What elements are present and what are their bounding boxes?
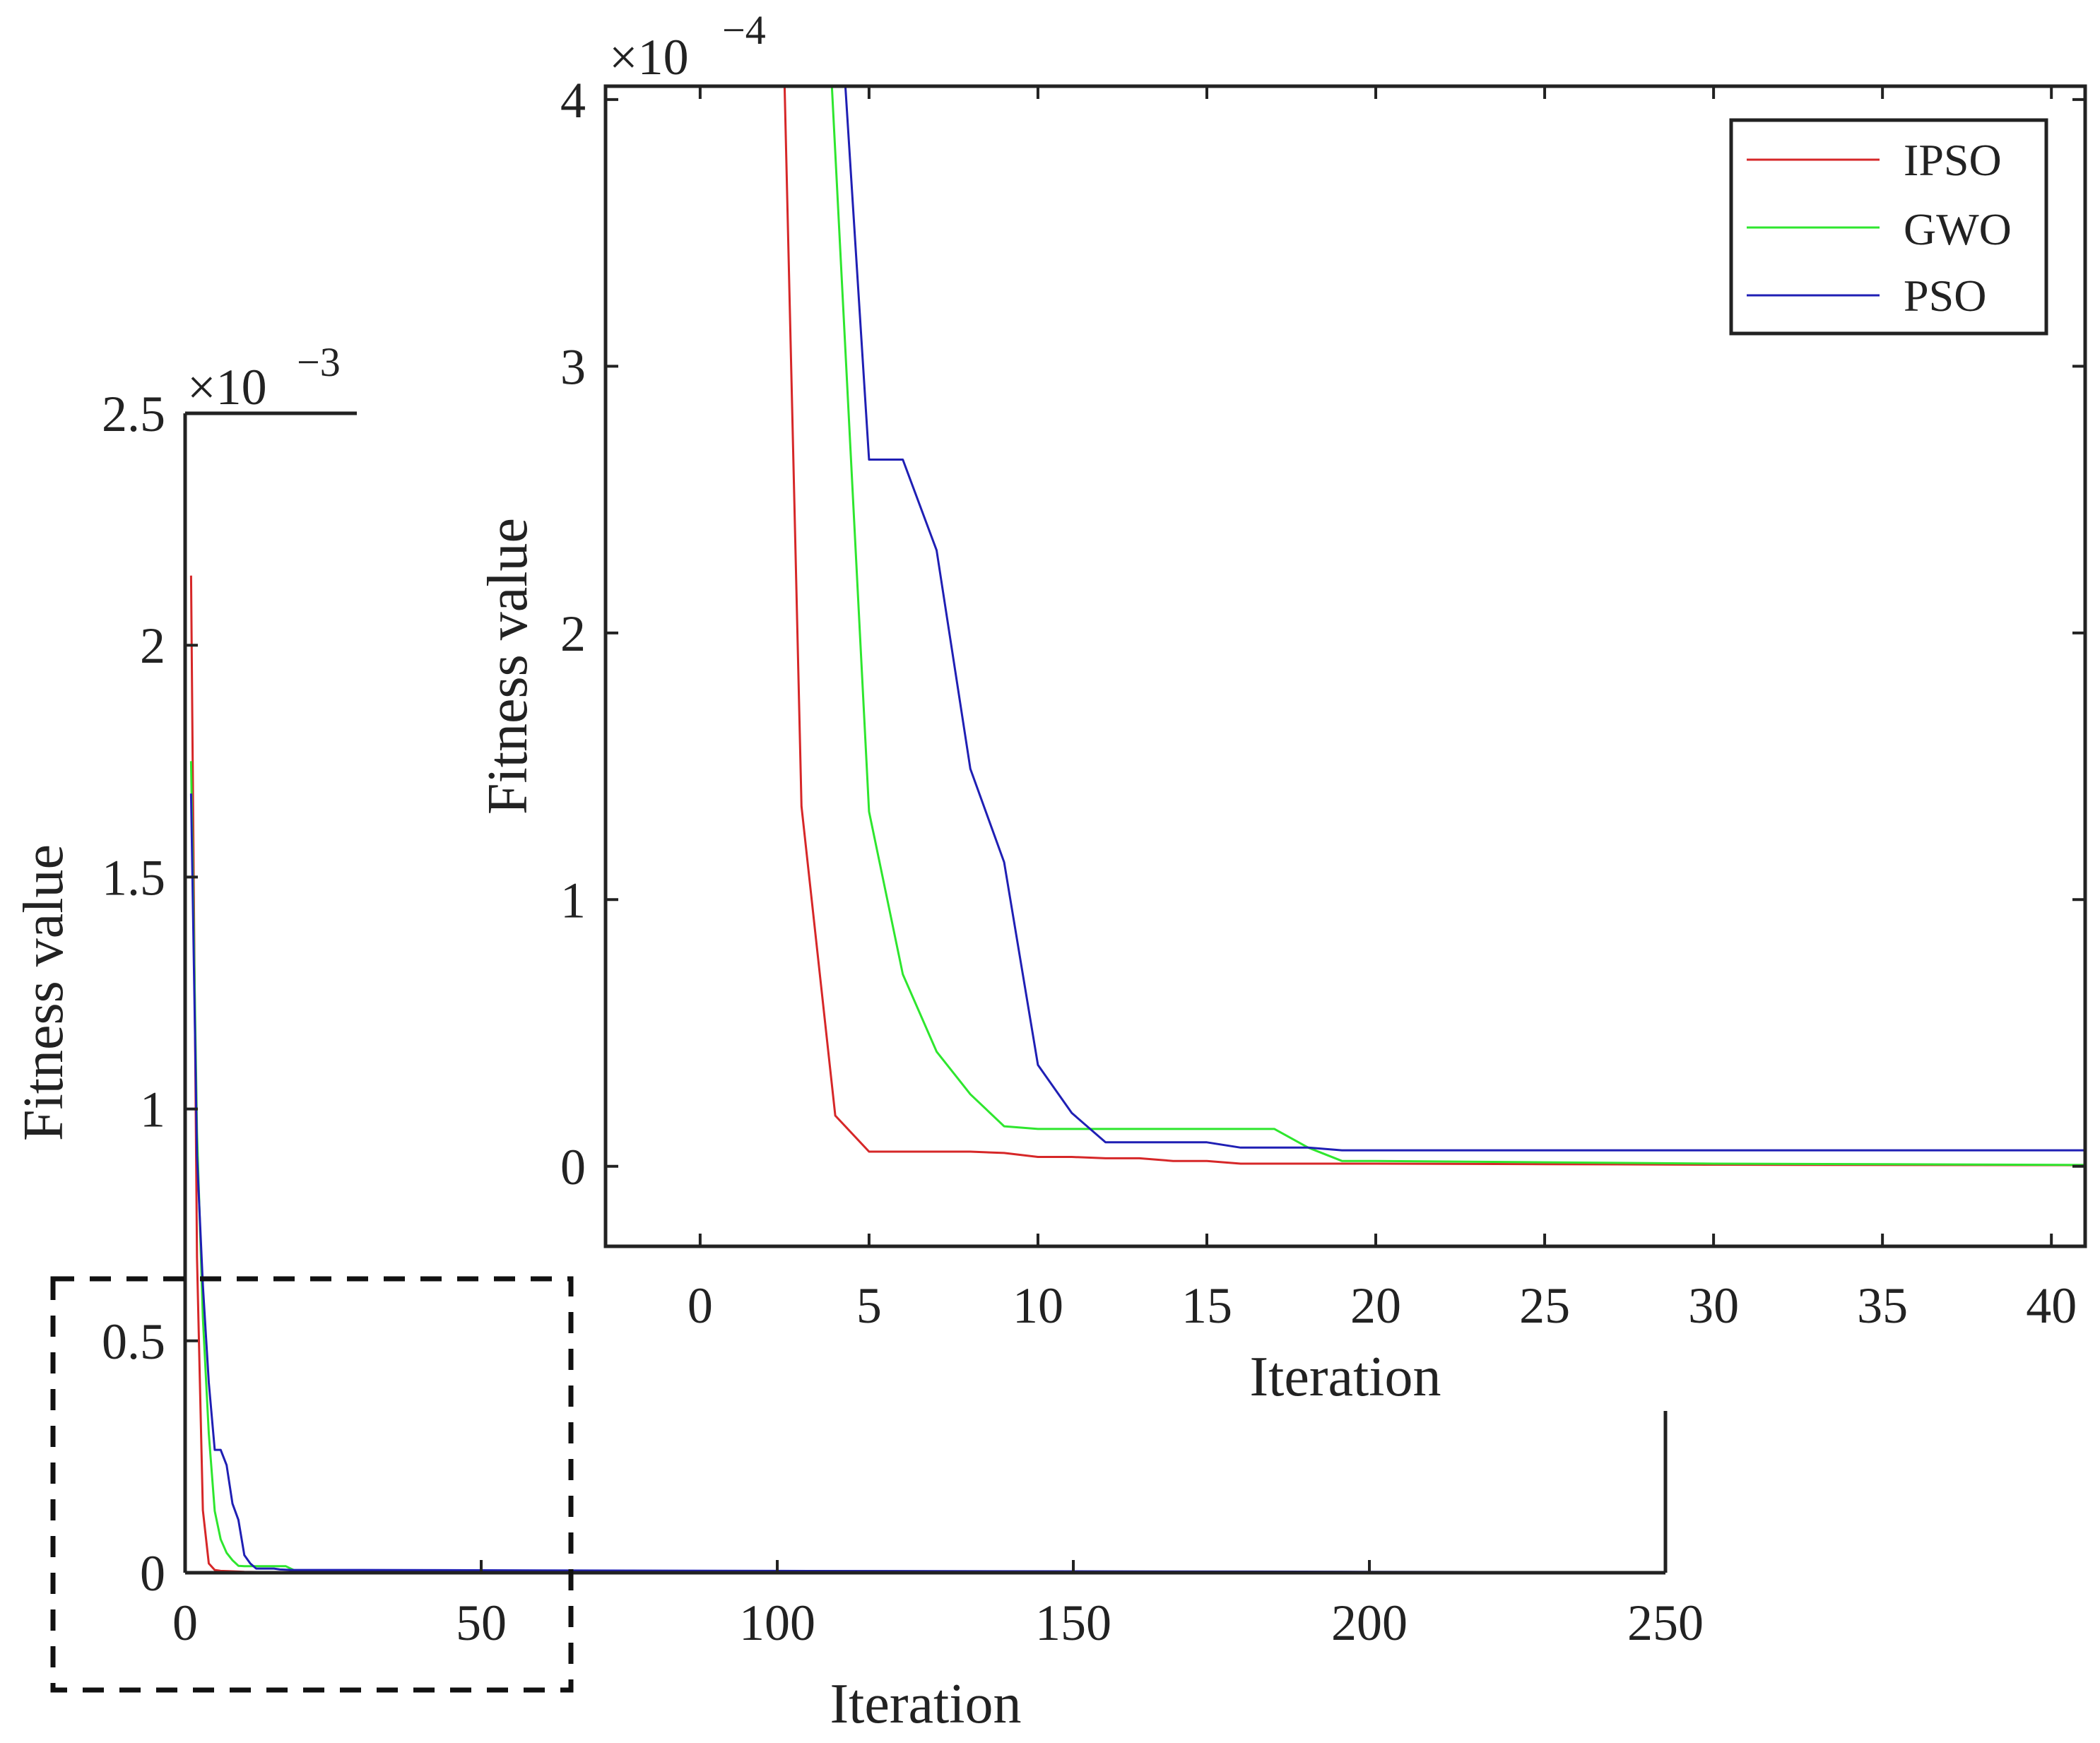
- inset-y-axis-label: Fitness value: [477, 518, 539, 815]
- zoom-region-box: [50, 1276, 574, 1693]
- inset-series-line-gwo: [830, 86, 2085, 1166]
- legend-entry-pso: PSO: [1747, 271, 1986, 321]
- main-y-tick-label: 2.5: [102, 386, 165, 442]
- inset-x-tick-label: 40: [2026, 1277, 2077, 1334]
- inset-x-axis-label: Iteration: [1250, 1346, 1441, 1408]
- main-y-tick-label: 2: [140, 618, 165, 674]
- inset-series-line-ipso: [783, 86, 2085, 1166]
- main-x-tick-label: 0: [172, 1595, 198, 1651]
- inset-plot-frame: [603, 84, 2087, 1248]
- inset-x-tick-label: 20: [1350, 1277, 1401, 1334]
- legend-label-gwo: GWO: [1904, 204, 2012, 254]
- inset-x-tick-label: 10: [1013, 1277, 1063, 1334]
- main-exponent: ×10 −3: [187, 339, 341, 415]
- inset-y-tick-label: 2: [560, 605, 586, 662]
- legend-entry-gwo: GWO: [1747, 204, 2012, 254]
- inset-y-tick-label: 1: [560, 872, 586, 928]
- inset-y-tick-label: 0: [560, 1139, 586, 1195]
- inset-exponent-power: −4: [722, 7, 766, 53]
- inset-series-group: [783, 86, 2085, 1166]
- inset-x-tick-label: 35: [1857, 1277, 1908, 1334]
- main-x-tick-label: 150: [1035, 1595, 1111, 1651]
- main-x-tick-label: 100: [739, 1595, 815, 1651]
- main-axes: [183, 411, 1668, 1575]
- inset-series-line-pso: [844, 86, 2085, 1152]
- inset-ticks: 0 5 10 15 20 25 30 35 40 0 1 2 3 4: [560, 72, 2085, 1334]
- main-exponent-power: −3: [297, 339, 341, 385]
- main-y-tick-label: 1.5: [102, 849, 165, 906]
- main-series-line-pso: [189, 793, 1565, 1573]
- legend-label-ipso: IPSO: [1904, 135, 2002, 185]
- legend-entry-ipso: IPSO: [1747, 135, 2002, 185]
- main-x-tick-label: 250: [1627, 1595, 1704, 1651]
- main-y-tick-label: 0: [140, 1545, 165, 1602]
- main-x-tick-label: 200: [1331, 1595, 1408, 1651]
- legend: IPSO GWO PSO: [1729, 118, 2048, 336]
- inset-exponent: ×10 −4: [609, 7, 766, 85]
- inset-x-tick-label: 25: [1519, 1277, 1570, 1334]
- inset-x-tick-label: 0: [688, 1277, 713, 1334]
- main-y-tick-label: 0.5: [102, 1313, 165, 1370]
- inset-y-tick-label: 3: [560, 338, 586, 395]
- legend-label-pso: PSO: [1904, 271, 1986, 321]
- main-y-axis-label: Fitness value: [13, 844, 75, 1141]
- inset-x-tick-label: 30: [1688, 1277, 1739, 1334]
- inset-x-tick-label: 5: [856, 1277, 882, 1334]
- main-y-tick-label: 1: [140, 1082, 165, 1138]
- inset-x-tick-label: 15: [1181, 1277, 1232, 1334]
- main-exponent-base: ×10: [187, 359, 267, 415]
- inset-chart: 0 5 10 15 20 25 30 35 40 0 1 2 3 4 ×10 −4 Iteration F…: [477, 7, 2087, 1408]
- inset-y-tick-label: 4: [560, 72, 586, 129]
- inset-exponent-base: ×10: [609, 29, 689, 85]
- main-x-axis-label: Iteration: [830, 1673, 1022, 1735]
- main-x-tick-label: 50: [456, 1595, 507, 1651]
